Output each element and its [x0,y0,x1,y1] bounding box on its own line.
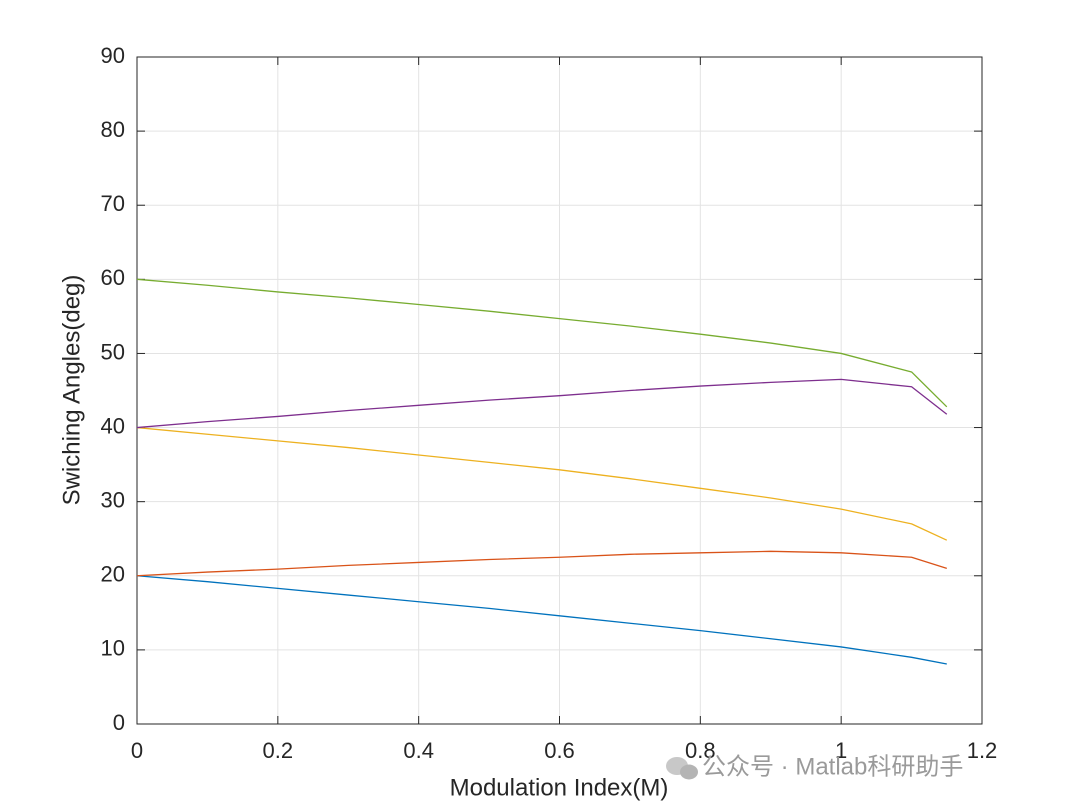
x-tick-label: 0.8 [685,738,716,763]
y-tick-label: 10 [101,636,125,661]
watermark-icon [666,757,698,780]
watermark: 公众号 · Matlab科研助手 [702,753,963,780]
x-tick-label: 0.2 [263,738,294,763]
x-axis-label: Modulation Index(M) [450,774,669,801]
y-tick-label: 70 [101,191,125,216]
y-tick-label: 20 [101,562,125,587]
plot-frame [136,56,983,725]
series-line [136,378,948,429]
y-tick-label: 80 [101,117,125,142]
y-tick-label: 40 [101,413,125,438]
y-tick-label: 30 [101,487,125,512]
y-tick-label: 60 [101,265,125,290]
series-line [136,278,948,408]
y-tick-label: 0 [113,710,125,735]
x-tick-label: 1 [835,738,847,763]
y-tick-label: 90 [101,43,125,68]
x-tick-label: 1.2 [967,738,998,763]
series-line [136,575,947,665]
y-tick-label: 50 [101,339,125,364]
y-axis-label: Swiching Angles(deg) [58,275,85,506]
series-line [136,550,947,577]
x-tick-label: 0.6 [544,738,575,763]
series-line [136,426,948,541]
x-tick-label: 0 [131,738,143,763]
x-tick-label: 0.4 [403,738,434,763]
